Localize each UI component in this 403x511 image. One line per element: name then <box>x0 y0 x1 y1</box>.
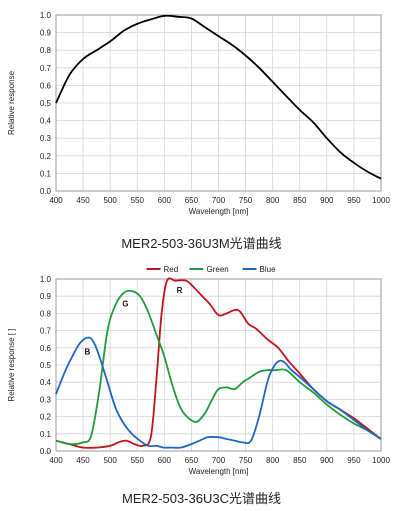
x-axis-label: Wavelength [nm] <box>189 207 249 216</box>
red-series-line <box>55 277 382 449</box>
y-axis-label: Relative response [ ] <box>7 329 16 402</box>
x-tick-label: 600 <box>158 196 172 205</box>
x-tick-label: 800 <box>266 456 280 465</box>
legend-label-blue: Blue <box>260 265 277 274</box>
legend-label-green: Green <box>207 265 229 274</box>
response-curve-line <box>55 14 382 180</box>
x-tick-label: 650 <box>185 196 199 205</box>
y-tick-label: 0.5 <box>40 99 52 108</box>
x-tick-label: 600 <box>158 456 172 465</box>
y-axis-label: Relative response <box>7 70 16 135</box>
y-tick-label: 0.7 <box>40 64 52 73</box>
annotation-label: R <box>177 286 183 295</box>
x-tick-label: 400 <box>49 196 63 205</box>
y-tick-label: 1.0 <box>40 275 52 284</box>
x-tick-label: 750 <box>239 196 253 205</box>
mono-chart-caption: MER2-503-36U3M光谱曲线 <box>121 236 282 251</box>
y-tick-label: 0.9 <box>40 29 52 38</box>
y-tick-label: 0.8 <box>40 309 52 318</box>
x-tick-label: 800 <box>266 196 280 205</box>
x-tick-label: 550 <box>131 196 145 205</box>
y-tick-label: 0.0 <box>40 447 52 456</box>
y-tick-label: 0.6 <box>40 81 52 90</box>
x-tick-label: 500 <box>103 456 117 465</box>
y-tick-label: 0.1 <box>40 169 52 178</box>
y-tick-label: 0.9 <box>40 292 52 301</box>
x-tick-label: 900 <box>320 196 334 205</box>
color-chart-caption: MER2-503-36U3C光谱曲线 <box>122 491 281 506</box>
x-tick-label: 400 <box>49 456 63 465</box>
y-tick-label: 0.4 <box>40 117 52 126</box>
plot-border <box>55 278 382 452</box>
x-tick-label: 700 <box>212 456 226 465</box>
y-tick-label: 1.0 <box>40 11 52 20</box>
x-tick-label: 700 <box>212 196 226 205</box>
y-tick-label: 0.7 <box>40 327 52 336</box>
x-tick-label: 1000 <box>372 196 390 205</box>
x-tick-label: 850 <box>293 456 307 465</box>
x-tick-label: 550 <box>131 456 145 465</box>
color-spectral-chart: 0.0 0.1 0.2 0.3 0.4 0.5 0.6 0.7 0.8 0.9 1.0 400 450 5… <box>7 265 390 476</box>
y-tick-label: 0.4 <box>40 378 52 387</box>
y-tick-label: 0.1 <box>40 430 52 439</box>
x-tick-label: 450 <box>76 196 90 205</box>
x-tick-label: 950 <box>347 196 361 205</box>
y-tick-label: 0.0 <box>40 187 52 196</box>
mono-spectral-chart: 0.0 0.1 0.2 0.3 0.4 0.5 0.6 0.7 0.8 0.9 1.0 400 450 5… <box>7 11 390 216</box>
x-tick-label: 950 <box>347 456 361 465</box>
y-tick-label: 0.5 <box>40 361 52 370</box>
y-tick-label: 0.2 <box>40 152 52 161</box>
x-tick-label: 900 <box>320 456 334 465</box>
y-tick-label: 0.3 <box>40 395 52 404</box>
x-tick-label: 450 <box>76 456 90 465</box>
legend-label-red: Red <box>164 265 179 274</box>
green-series-line <box>55 289 382 446</box>
y-tick-label: 0.3 <box>40 134 52 143</box>
x-tick-label: 750 <box>239 456 253 465</box>
annotation-label: G <box>122 300 128 309</box>
x-tick-label: 1000 <box>372 456 390 465</box>
y-tick-label: 0.2 <box>40 413 52 422</box>
x-tick-label: 500 <box>103 196 117 205</box>
y-tick-label: 0.6 <box>40 344 52 353</box>
blue-series-line <box>55 336 382 449</box>
x-tick-label: 850 <box>293 196 307 205</box>
x-tick-label: 650 <box>185 456 199 465</box>
annotation-label: B <box>85 348 91 357</box>
x-axis-label: Wavelength [nm] <box>189 467 249 476</box>
y-tick-label: 0.8 <box>40 46 52 55</box>
